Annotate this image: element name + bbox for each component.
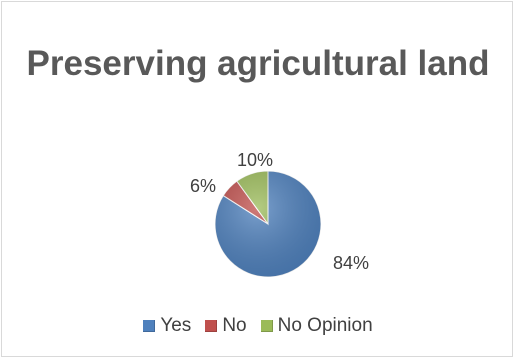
legend-swatch <box>205 320 218 332</box>
data-label-no-opinion: 10% <box>237 150 273 170</box>
legend-label: Yes <box>160 315 192 336</box>
legend-swatch <box>143 320 156 332</box>
legend-swatch <box>260 320 273 332</box>
legend-label: No Opinion <box>277 315 373 336</box>
chart-title: Preserving agricultural land <box>26 44 490 83</box>
legend-label: No <box>222 315 247 336</box>
legend-item-no-opinion: No Opinion <box>260 315 373 337</box>
data-label-yes: 84% <box>333 253 369 273</box>
data-label-no: 6% <box>190 176 216 196</box>
legend: Yes No No Opinion <box>2 315 514 337</box>
pie-shading <box>215 171 321 277</box>
legend-item-no: No <box>205 315 247 337</box>
legend-item-yes: Yes <box>143 315 191 337</box>
